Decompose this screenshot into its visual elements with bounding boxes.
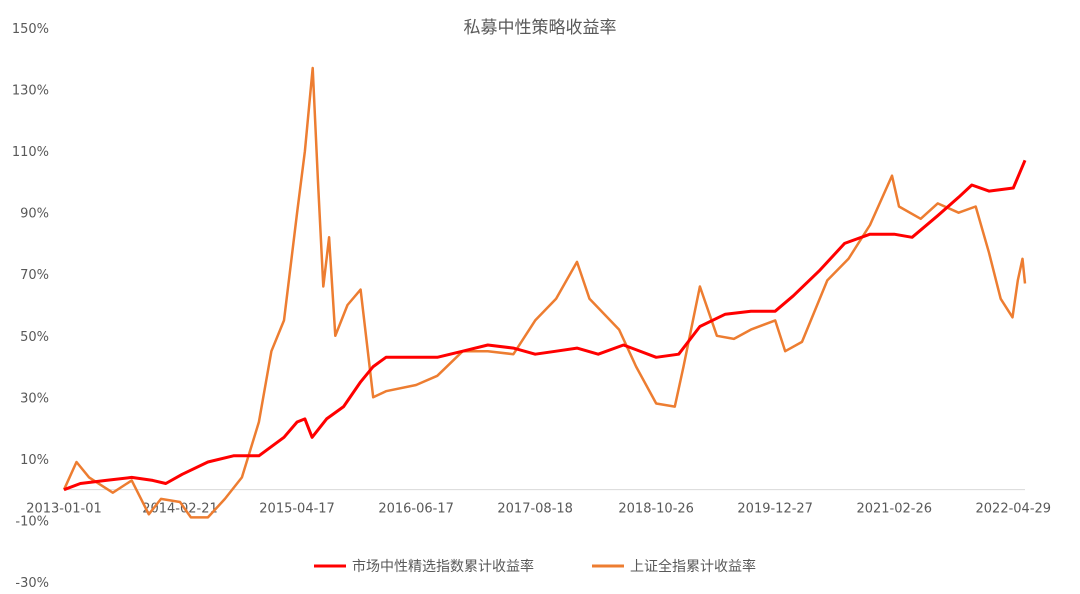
legend: 市场中性精选指数累计收益率 上证全指累计收益率 [314,558,756,575]
x-tick-label: 2013-01-01 [26,502,102,517]
series-line-1 [62,66,1027,519]
x-tick-label: 2017-08-18 [497,502,573,517]
x-tick-label: 2018-10-26 [618,502,694,517]
chart-title: 私募中性策略收益率 [464,18,617,38]
series-layer [62,66,1027,519]
y-tick-label: 150% [12,22,49,37]
y-axis-ticks: -30% -10% 10% 30% 50% 70% 90% 110% 130% 150% [12,22,49,591]
x-tick-label: 2016-06-17 [378,502,454,517]
y-tick-label: 130% [12,84,49,99]
legend-label-1: 上证全指累计收益率 [630,558,756,575]
x-tick-label: 2019-12-27 [737,502,813,517]
y-tick-label: 30% [20,391,49,406]
y-tick-label: 90% [20,207,49,222]
legend-label-0: 市场中性精选指数累计收益率 [352,558,534,575]
y-tick-label: 110% [12,145,49,160]
x-tick-label: 2014-02-21 [142,502,218,517]
x-tick-label: 2022-04-29 [976,502,1052,517]
x-axis-ticks: 2013-01-01 2014-02-21 2015-04-17 2016-06-17… [26,502,1051,517]
x-tick-label: 2015-04-17 [259,502,335,517]
series-line-0 [63,159,1027,492]
y-tick-label: 10% [20,453,49,468]
y-tick-label: 50% [20,330,49,345]
y-tick-label: -10% [15,514,49,529]
x-tick-label: 2021-02-26 [856,502,932,517]
y-tick-label: 70% [20,268,49,283]
y-tick-label: -30% [15,576,49,591]
